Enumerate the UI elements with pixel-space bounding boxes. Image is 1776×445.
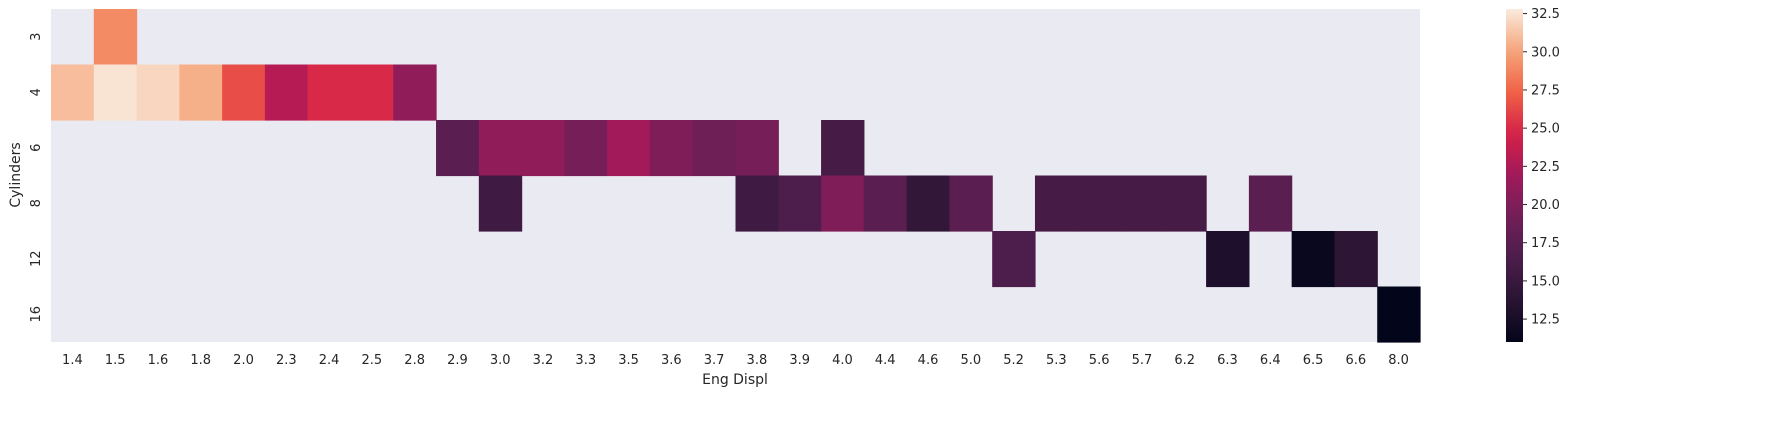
x-tick-label: 4.6 [918, 353, 939, 368]
x-axis-label: Eng Displ [702, 372, 768, 388]
heatmap-cell [393, 64, 437, 121]
heatmap-cell [521, 120, 565, 177]
heatmap-cell [93, 64, 138, 121]
heatmap-cell [1377, 286, 1421, 343]
colorbar-tick-label: 25.0 [1531, 122, 1560, 137]
colorbar-tick-label: 30.0 [1531, 45, 1560, 60]
x-tick-label: 1.5 [105, 353, 126, 368]
colorbar-tick-label: 22.5 [1531, 160, 1560, 175]
colorbar-tick-label: 32.5 [1531, 7, 1560, 22]
x-tick-label: 3.9 [789, 353, 810, 368]
heatmap-cell [1034, 175, 1079, 232]
heatmap-cell [136, 64, 180, 121]
colorbar-tick-label: 15.0 [1531, 274, 1560, 289]
heatmap-cell [179, 64, 223, 121]
x-tick-label: 2.5 [362, 353, 383, 368]
x-tick-label: 5.3 [1046, 353, 1067, 368]
heatmap-cell [821, 120, 865, 177]
colorbar-ticks: 12.5 15.0 17.5 20.0 22.5 25.0 27.5 30.0 32.5 [1523, 7, 1560, 328]
x-tick-label: 2.9 [447, 353, 468, 368]
x-tick-label: 1.8 [190, 353, 211, 368]
x-tick-label: 3.5 [618, 353, 639, 368]
x-tick-label: 1.6 [148, 353, 169, 368]
x-tick-label: 6.6 [1345, 353, 1366, 368]
heatmap-cell [222, 64, 266, 121]
x-tick-label: 5.0 [960, 353, 981, 368]
x-tick-label: 6.3 [1217, 353, 1238, 368]
heatmap-cell [949, 175, 993, 232]
x-tick-label: 1.4 [62, 353, 83, 368]
y-axis-label: Cylinders [8, 142, 24, 207]
y-tick-label: 16 [29, 306, 44, 323]
heatmap-cell [607, 120, 651, 177]
colorbar-tick-label: 12.5 [1531, 313, 1560, 328]
heatmap-cell [564, 120, 608, 177]
heatmap-cell [1291, 231, 1336, 288]
colorbar-tick-label: 17.5 [1531, 236, 1560, 251]
heatmap-cell [649, 120, 694, 177]
x-tick-label: 2.8 [404, 353, 425, 368]
y-tick-label: 8 [29, 199, 44, 207]
heatmap-cell [863, 175, 908, 232]
y-tick-label: 4 [29, 88, 44, 96]
heatmap-cell [1206, 231, 1250, 288]
colorbar [1506, 9, 1523, 342]
colorbar-tick-label: 27.5 [1531, 83, 1560, 98]
heatmap-cell [992, 231, 1036, 288]
x-tick-label: 3.6 [661, 353, 682, 368]
x-tick-label: 3.2 [533, 353, 554, 368]
y-tick-label: 6 [29, 144, 44, 152]
y-tick-label: 12 [29, 250, 44, 267]
heatmap-cell [1120, 175, 1164, 232]
x-tick-label: 3.8 [747, 353, 768, 368]
x-tick-label: 5.7 [1132, 353, 1153, 368]
x-tick-label: 4.4 [875, 353, 896, 368]
x-tick-label: 5.6 [1089, 353, 1110, 368]
x-tick-label: 5.2 [1003, 353, 1024, 368]
x-tick-labels: 1.4 1.5 1.6 1.8 2.0 2.3 2.4 2.5 2.8 2.9 3.0 3.2 3.3 3… [62, 353, 1409, 368]
x-tick-label: 8.0 [1388, 353, 1409, 368]
heatmap-cell [821, 175, 865, 232]
y-tick-labels: 3 4 6 8 12 16 [29, 33, 44, 323]
heatmap-cell [906, 175, 951, 232]
x-tick-label: 6.2 [1174, 353, 1195, 368]
heatmap-cell [1163, 175, 1207, 232]
heatmap-cell [478, 120, 523, 177]
x-tick-label: 3.0 [490, 353, 511, 368]
heatmap-cell [1248, 175, 1293, 232]
heatmap-cell [735, 175, 779, 232]
heatmap-cell [735, 120, 779, 177]
heatmap-cell [1334, 231, 1378, 288]
heatmap-cell [692, 120, 737, 177]
heatmap-cell [264, 64, 309, 121]
heatmap-cell [307, 64, 352, 121]
x-tick-label: 2.3 [276, 353, 297, 368]
x-tick-label: 2.4 [319, 353, 340, 368]
colorbar-tick-label: 20.0 [1531, 198, 1560, 213]
x-tick-label: 6.5 [1303, 353, 1324, 368]
x-tick-label: 6.4 [1260, 353, 1281, 368]
x-tick-label: 3.7 [704, 353, 725, 368]
heatmap-cells [51, 9, 1421, 343]
heatmap-cell [1077, 175, 1122, 232]
heatmap-cell [436, 120, 480, 177]
y-tick-label: 3 [29, 33, 44, 41]
x-tick-label: 4.0 [832, 353, 853, 368]
heatmap-cell [478, 175, 523, 232]
heatmap-cell [93, 9, 138, 66]
x-tick-label: 2.0 [233, 353, 254, 368]
heatmap-cell [51, 64, 95, 121]
heatmap-cell [350, 64, 394, 121]
heatmap-cell [778, 175, 822, 232]
x-tick-label: 3.3 [575, 353, 596, 368]
